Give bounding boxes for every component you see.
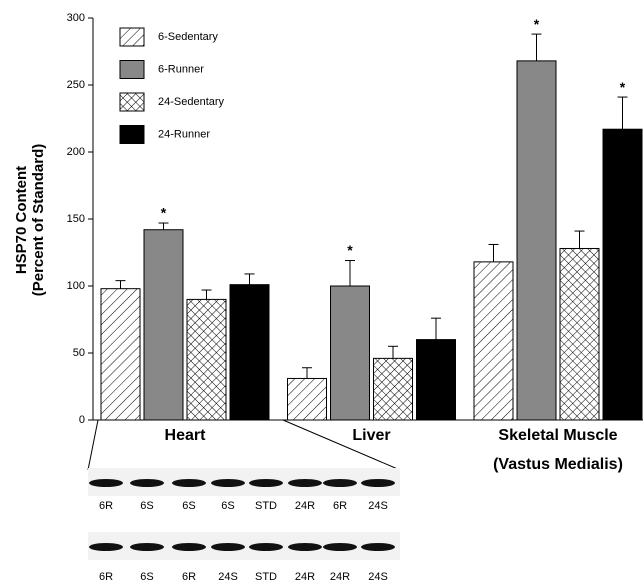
blot-band (172, 543, 206, 551)
legend-label: 24-Runner (158, 128, 210, 140)
bar (603, 129, 642, 420)
significance-marker: * (620, 79, 626, 95)
bar (474, 262, 513, 420)
lane-label: 6R (333, 500, 347, 512)
significance-marker: * (534, 16, 540, 32)
y-axis-label-line: HSP70 Content (13, 166, 30, 274)
lane-label: 6S (182, 500, 195, 512)
lane-label: 24R (295, 571, 315, 583)
blot-band (249, 543, 283, 551)
lane-label: 24R (295, 500, 315, 512)
blot-band (323, 543, 357, 551)
chart: HSP70 Content (Percent of Standard) 0 50 1… (0, 0, 643, 585)
lane-label: STD (255, 571, 277, 583)
blot-band (89, 479, 123, 487)
lane-label: 6R (99, 571, 113, 583)
blot-band (249, 479, 283, 487)
legend-label: 24-Sedentary (158, 96, 225, 108)
bar (560, 248, 599, 420)
legend-label: 6-Sedentary (158, 31, 218, 43)
bar (517, 61, 556, 420)
blot-band (323, 479, 357, 487)
lane-label: 6S (140, 500, 153, 512)
x-tick-sublabel: (Vastus Medialis) (493, 456, 623, 473)
bar (230, 285, 269, 420)
y-tick-label: 300 (67, 12, 85, 24)
y-tick-label: 150 (67, 213, 85, 225)
y-tick-label: 100 (67, 280, 85, 292)
bar (331, 286, 370, 420)
legend-swatch (120, 93, 144, 111)
lane-label: STD (255, 500, 277, 512)
significance-marker: * (161, 205, 167, 221)
blot-band (172, 479, 206, 487)
blot-band (211, 543, 245, 551)
x-tick-label: Skeletal Muscle (498, 427, 617, 444)
y-tick-label: 250 (67, 79, 85, 91)
legend-swatch (120, 28, 144, 46)
lane-label: 24S (218, 571, 238, 583)
blot-band (130, 543, 164, 551)
bar (101, 289, 140, 420)
lane-label: 6S (140, 571, 153, 583)
y-tick-label: 0 (79, 414, 85, 426)
blot-band (361, 479, 395, 487)
bar (187, 299, 226, 420)
connector-line (88, 420, 98, 470)
lane-label: 6R (182, 571, 196, 583)
bar (374, 358, 413, 420)
blot-band (288, 543, 322, 551)
y-axis-label-line: (Percent of Standard) (30, 144, 47, 297)
legend-label: 6-Runner (158, 63, 204, 75)
blot-band (361, 543, 395, 551)
blot-band (89, 543, 123, 551)
lane-label: 24R (330, 571, 350, 583)
y-tick-label: 200 (67, 146, 85, 158)
blot-band (288, 479, 322, 487)
x-tick-label: Liver (352, 427, 390, 444)
bar (417, 340, 456, 420)
lane-label: 24S (368, 500, 388, 512)
x-tick-label: Heart (165, 427, 207, 444)
blot-band (130, 479, 164, 487)
lane-label: 6S (221, 500, 234, 512)
legend-swatch (120, 126, 144, 144)
y-tick-label: 50 (73, 347, 85, 359)
bar (144, 230, 183, 420)
legend-swatch (120, 61, 144, 79)
y-axis-label: HSP70 Content (Percent of Standard) (13, 144, 47, 297)
blot-band (211, 479, 245, 487)
lane-label: 24S (368, 571, 388, 583)
lane-label: 6R (99, 500, 113, 512)
significance-marker: * (347, 242, 353, 258)
bar (288, 378, 327, 420)
